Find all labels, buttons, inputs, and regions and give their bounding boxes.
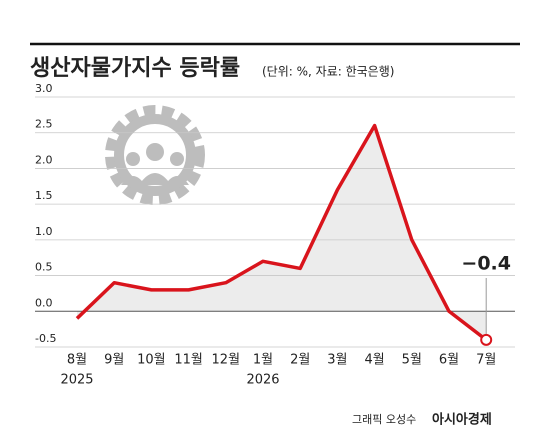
y-tick-label: 2.0 bbox=[35, 153, 53, 166]
y-tick-label: 1.0 bbox=[35, 225, 53, 238]
x-tick-label: 7월 bbox=[476, 353, 496, 368]
worker-head bbox=[126, 152, 140, 166]
y-tick-label: 0.0 bbox=[35, 296, 53, 309]
credit: 그래픽 오성수 bbox=[352, 413, 416, 426]
x-tick-label: 4월 bbox=[364, 353, 384, 368]
value-label: −0.4 bbox=[461, 253, 511, 275]
x-tick-label: 10월 bbox=[137, 353, 166, 368]
y-tick-label: -0.5 bbox=[35, 332, 56, 345]
chart-title: 생산자물가지수 등락률 bbox=[30, 56, 240, 81]
x-tick-label: 11월 bbox=[174, 353, 203, 368]
y-tick-label: 1.5 bbox=[35, 189, 53, 202]
gear-teeth bbox=[105, 105, 205, 205]
x-tick-label: 5월 bbox=[402, 353, 422, 368]
x-tick-label: 3월 bbox=[327, 353, 347, 368]
x-tick-label: 9월 bbox=[104, 353, 124, 368]
area bbox=[77, 125, 487, 340]
y-tick-label: 2.5 bbox=[35, 118, 53, 131]
y-tick-label: 3.0 bbox=[35, 82, 53, 95]
gear-ring bbox=[114, 114, 196, 196]
y-tick-label: 0.5 bbox=[35, 261, 53, 274]
worker-head bbox=[170, 152, 184, 166]
line bbox=[75, 123, 488, 342]
x-tick-label: 2월 bbox=[290, 353, 310, 368]
x-tick-label: 12월 bbox=[212, 353, 241, 368]
gear-icon bbox=[105, 105, 205, 205]
x-tick-label: 1월 bbox=[253, 353, 273, 368]
grid bbox=[35, 96, 515, 348]
worker-bodies bbox=[121, 173, 189, 185]
point bbox=[480, 333, 493, 346]
x-tick-label: 6월 bbox=[439, 353, 459, 368]
x-year-label: 2025 bbox=[60, 373, 93, 388]
source-logo: 아시아경제 bbox=[432, 412, 492, 428]
x-year-label: 2026 bbox=[246, 373, 279, 388]
x-tick-label: 8월 bbox=[67, 353, 87, 368]
worker-head bbox=[146, 143, 164, 161]
chart-subtitle: (단위: %, 자료: 한국은행) bbox=[262, 64, 394, 79]
